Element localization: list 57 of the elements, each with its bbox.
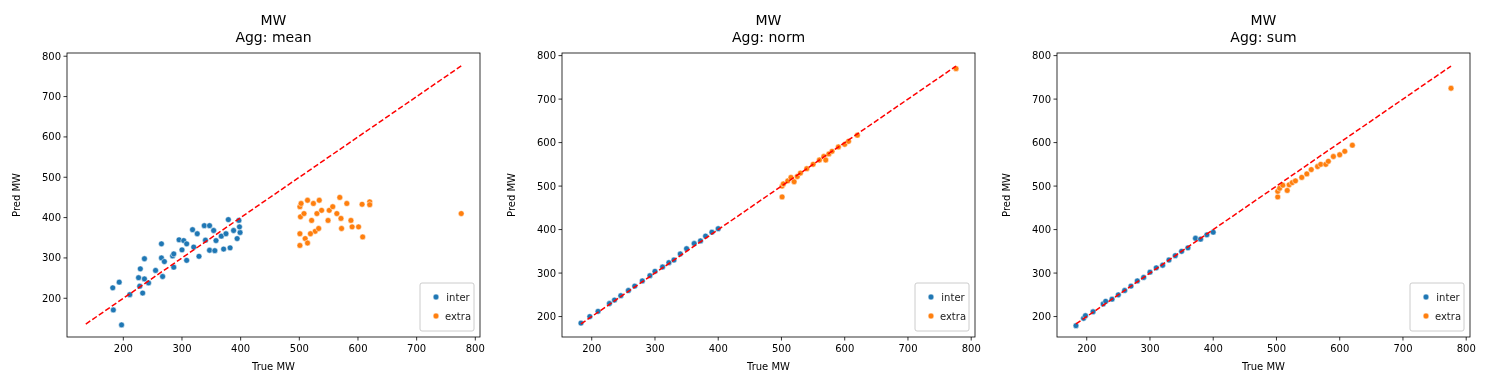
- x-tick-label: 600: [835, 343, 855, 354]
- chart-title: MW Agg: norm: [731, 12, 806, 45]
- x-tick-label: 500: [1266, 343, 1287, 354]
- x-tick-label: 500: [771, 343, 792, 354]
- x-tick-label: 700: [898, 343, 918, 354]
- y-tick-label: 600: [1031, 137, 1051, 149]
- y-tick-label: 500: [536, 180, 556, 192]
- x-tick-label: 300: [172, 343, 192, 354]
- y-tick-label: 300: [536, 267, 556, 279]
- x-axis-title: True MW: [251, 361, 296, 372]
- y-tick-label: 700: [1031, 93, 1051, 105]
- y-tick-label: 300: [41, 252, 61, 264]
- y-tick-label: 600: [41, 131, 61, 143]
- x-tick-label: 300: [645, 343, 665, 354]
- x-tick-label: 800: [1456, 343, 1476, 354]
- x-tick-label: 200: [113, 343, 133, 354]
- x-tick-label: 200: [582, 343, 602, 354]
- x-tick-label: 400: [708, 343, 728, 354]
- y-tick-label: 800: [1031, 50, 1051, 62]
- y-tick-label: 400: [41, 212, 61, 224]
- legend-label: extra: [939, 310, 967, 322]
- chart-title: MW Agg: sum: [1230, 12, 1297, 45]
- x-tick-label: 200: [1077, 343, 1097, 354]
- y-tick-label: 600: [536, 137, 556, 149]
- x-tick-label: 800: [961, 343, 981, 354]
- x-axis-title: True MW: [746, 361, 791, 372]
- legend-label: extra: [1434, 310, 1462, 322]
- y-tick-label: 200: [1031, 311, 1051, 323]
- y-axis-title: Pred MW: [506, 172, 517, 217]
- x-tick-label: 400: [1203, 343, 1223, 354]
- legend-label: inter: [941, 291, 966, 303]
- y-tick-label: 500: [1031, 180, 1051, 192]
- y-axis-title: Pred MW: [11, 172, 22, 217]
- x-tick-label: 400: [231, 343, 251, 354]
- y-tick-label: 200: [536, 311, 556, 323]
- y-axis-title: Pred MW: [1001, 172, 1012, 217]
- x-tick-label: 600: [348, 343, 368, 354]
- x-tick-label: 800: [465, 343, 485, 354]
- x-tick-label: 600: [1330, 343, 1350, 354]
- x-tick-label: 700: [407, 343, 427, 354]
- y-tick-label: 700: [41, 91, 61, 103]
- y-tick-label: 200: [41, 292, 61, 304]
- y-tick-label: 700: [536, 93, 556, 105]
- legend-label: inter: [446, 291, 471, 303]
- chart-title: MW Agg: mean: [235, 12, 312, 45]
- y-tick-label: 800: [536, 50, 556, 62]
- y-tick-label: 800: [41, 50, 61, 62]
- y-tick-label: 400: [1031, 224, 1051, 236]
- x-axis-title: True MW: [1241, 361, 1286, 372]
- legend-label: extra: [444, 310, 472, 322]
- x-tick-label: 300: [1140, 343, 1160, 354]
- y-tick-label: 500: [41, 171, 61, 183]
- y-tick-label: 300: [1031, 267, 1051, 279]
- legend-label: inter: [1436, 291, 1461, 303]
- x-tick-label: 700: [1393, 343, 1413, 354]
- x-tick-label: 500: [289, 343, 309, 354]
- y-tick-label: 400: [536, 224, 556, 236]
